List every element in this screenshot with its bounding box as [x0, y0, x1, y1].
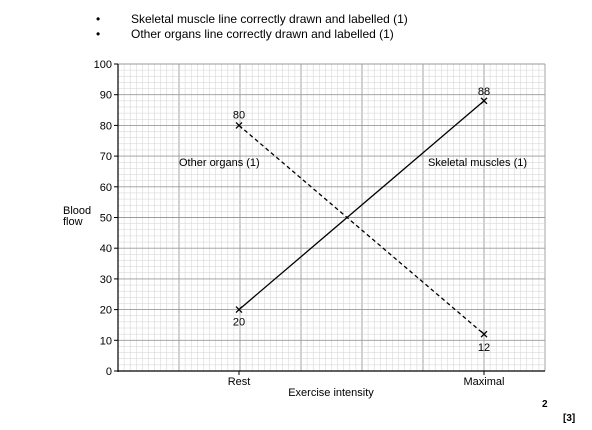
chart-series — [235, 97, 488, 338]
bullet-glyph: • — [96, 27, 101, 41]
y-tick-label: 50 — [100, 213, 112, 225]
marking-point: • Other organs line correctly drawn and l… — [96, 27, 408, 42]
data-point-marker — [480, 97, 488, 105]
y-axis-title: Blood — [63, 205, 91, 217]
data-label: 88 — [478, 86, 490, 98]
data-point-marker — [235, 306, 243, 314]
marking-point: • Skeletal muscle line correctly drawn an… — [96, 12, 408, 27]
series-line-other-organs — [238, 124, 485, 335]
cross-marker-stroke — [235, 121, 243, 129]
y-tick-label: 10 — [100, 335, 112, 347]
y-tick-label: 80 — [100, 120, 112, 132]
y-tick-label: 90 — [100, 90, 112, 102]
series-label: Other organs (1) — [179, 157, 260, 169]
series-line-skeletal-muscles — [238, 100, 485, 311]
x-tick-label: Rest — [228, 376, 251, 388]
chart-axes: 0 10 20 30 40 50 60 70 80 90 100 Rest Maximal Exercis… — [63, 59, 545, 399]
chart-labels: 20 88 Skeletal muscles (1) 80 12 Other organs… — [179, 86, 527, 354]
y-tick-label: 0 — [106, 366, 112, 378]
y-tick-label: 70 — [100, 151, 112, 163]
y-tick-label: 30 — [100, 274, 112, 286]
marking-point-text: Skeletal muscle line correctly drawn and… — [131, 12, 408, 26]
chart-grid — [117, 63, 546, 372]
y-tick-label: 20 — [100, 305, 112, 317]
data-point-marker — [480, 330, 488, 338]
y-tick-label: 100 — [94, 59, 112, 71]
cross-marker-stroke — [480, 330, 488, 338]
y-tick-label: 60 — [100, 182, 112, 194]
data-label: 20 — [233, 317, 245, 329]
data-label: 12 — [478, 342, 490, 354]
cross-marker-stroke — [480, 97, 488, 105]
y-axis-title: flow — [63, 216, 83, 228]
bullet-glyph: • — [96, 12, 101, 26]
marking-points: • Skeletal muscle line correctly drawn an… — [96, 12, 408, 42]
series-label: Skeletal muscles (1) — [428, 157, 527, 169]
x-axis-title: Exercise intensity — [288, 387, 374, 399]
data-label: 80 — [233, 109, 245, 121]
marks-awarded: 2 — [542, 399, 548, 410]
total-marks: [3] — [563, 413, 576, 424]
cross-marker-stroke — [235, 306, 243, 314]
x-tick-label: Maximal — [464, 376, 505, 388]
y-tick-label: 40 — [100, 243, 112, 255]
data-point-marker — [235, 121, 243, 129]
marking-point-text: Other organs line correctly drawn and la… — [131, 27, 394, 41]
